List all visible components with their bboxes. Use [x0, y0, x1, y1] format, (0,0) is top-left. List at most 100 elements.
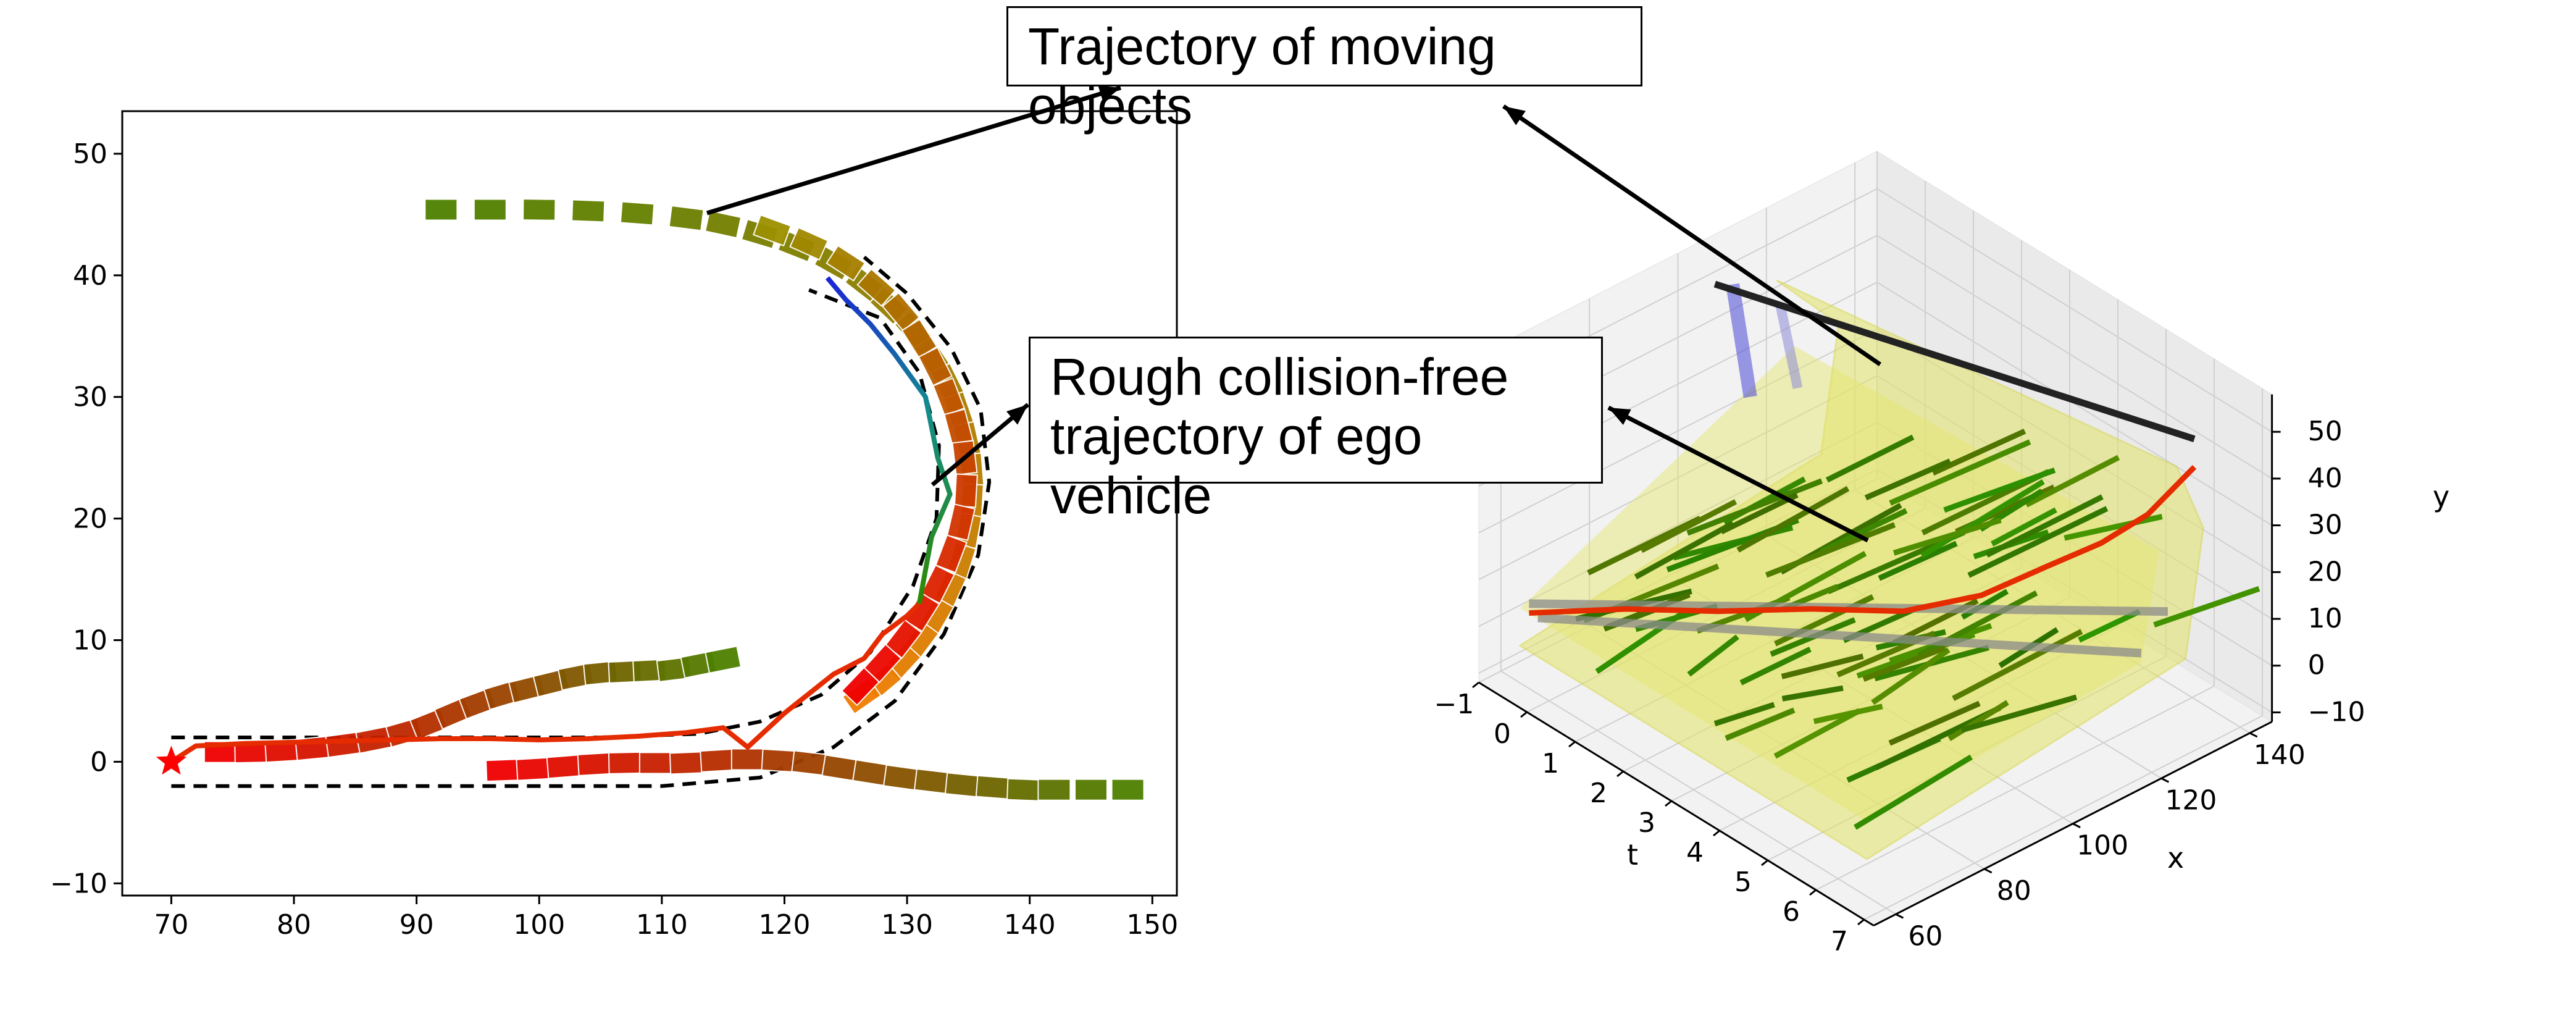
t-tick-label: 1 [1542, 748, 1559, 779]
arrow-from-3d-ego [1607, 405, 1869, 543]
x-tick-label: 120 [758, 909, 810, 941]
x-tick [1984, 868, 1993, 874]
grid-line [1478, 328, 1878, 534]
x-tick-label: 60 [1908, 920, 1942, 952]
arrow-from-3d-ego-head [1608, 408, 1631, 425]
t-tick [1857, 918, 1865, 926]
object-trajectory-3d [1825, 434, 1915, 483]
object-trajectory-3d [1864, 458, 1952, 501]
object-box-marker [918, 346, 953, 387]
ego-trajectory-line [170, 602, 921, 764]
object-trajectory-3d [1985, 494, 2104, 558]
object-box-marker [789, 227, 829, 261]
object-box-marker [516, 757, 551, 781]
callout-arrows [706, 85, 1881, 543]
arrow-from-3d-objects [1502, 104, 1881, 366]
object-trajectory-3d [2064, 514, 2163, 541]
grid-line [1500, 670, 1896, 915]
object-trajectory-3d [1889, 439, 2031, 506]
object-trajectory-3d [1943, 467, 2056, 513]
x-tick [1895, 913, 1904, 919]
grid-line [1478, 375, 1878, 581]
object-trajectory-3d [1634, 521, 1735, 580]
x-tick [2072, 823, 2081, 828]
object-trajectory-3d [1713, 702, 1775, 726]
object-box-marker [1111, 778, 1145, 801]
object-trajectory-3d [1960, 694, 2078, 733]
t-tick [1520, 711, 1528, 718]
object-box-marker [946, 503, 976, 541]
y-tick-label: 10 [73, 625, 107, 657]
x-tick [2249, 732, 2258, 738]
object-box-marker [935, 534, 968, 574]
object-trajectory-3d [1736, 486, 1850, 553]
object-trajectory-3d [1687, 634, 1739, 677]
x-axis [1873, 721, 2273, 926]
object-trajectory-3d [1931, 429, 2026, 476]
x-tick-label: 80 [1997, 875, 2031, 907]
callout-ego-line-2: trajectory of ego [1050, 407, 1423, 465]
object-box-marker [852, 759, 889, 787]
t-tick-label: 7 [1831, 926, 1848, 957]
ego-trajectory-3d [1529, 464, 2197, 616]
object-trajectory-3d [1720, 492, 1799, 535]
x-tick-label: 140 [2254, 739, 2306, 771]
object-box-marker [840, 666, 880, 707]
object-trajectory-gray [1537, 613, 2142, 658]
object-trajectory-3d [1765, 522, 1896, 578]
object-trajectory-3d [1892, 517, 2002, 556]
object-box-marker [1074, 778, 1108, 801]
object-box-marker [944, 772, 981, 798]
trajectory-2d-chart: 70 80 90 100 110 120 130 140 150 −10 0 10 20 30 40 50 [50, 110, 1178, 941]
y-tick-label: 50 [2308, 416, 2343, 447]
arrow-from-3d-objects-head [1503, 106, 1526, 125]
callout-ego-line-3: vehicle [1050, 466, 1212, 524]
object-box-marker [619, 201, 655, 226]
y-tick-label: 30 [2308, 510, 2343, 541]
plot-area [170, 198, 1145, 802]
object-box-marker [730, 748, 764, 771]
y-axis-label: y [2433, 480, 2449, 513]
object-box-marker [700, 748, 735, 773]
y-tick-label: 40 [2308, 463, 2343, 494]
object-box-marker [705, 645, 742, 674]
object-box-marker [1037, 778, 1071, 801]
x-tick-label: 100 [513, 909, 565, 941]
t-tick-label: 4 [1686, 837, 1704, 868]
t-tick-label: 3 [1638, 807, 1655, 839]
grid-line [1876, 235, 2273, 479]
object-trajectory-blue [1775, 302, 1803, 389]
t-tick [1761, 859, 1768, 867]
callout-ego-line-1: Rough collision-free [1050, 348, 1509, 406]
object-box-marker [1006, 778, 1041, 802]
object-trajectory-3d [2153, 586, 2260, 628]
object-box-marker [546, 754, 582, 779]
t-tick-label: 6 [1783, 896, 1800, 928]
object-box-marker [704, 209, 742, 239]
lane-boundary-line [171, 288, 941, 739]
t-tick [1472, 681, 1479, 689]
ego-trajectory-line-upper [825, 276, 953, 605]
object-trajectory-3d [1781, 653, 1864, 679]
x-tick-label: 120 [2165, 784, 2217, 816]
t-axis-label: t [1627, 838, 1638, 871]
object-trajectory-3d [1781, 685, 1844, 702]
object-box-marker [424, 198, 458, 221]
grid-line [1478, 422, 1878, 627]
callout-ego-trajectory: Rough collision-free trajectory of ego v… [1029, 337, 1603, 524]
start-star-marker [156, 745, 187, 775]
y-tick-label: 50 [73, 138, 107, 170]
object-trajectory-3d [1991, 507, 2057, 547]
t-tick [1713, 829, 1720, 837]
plot-frame [121, 110, 1178, 897]
object-box-marker [913, 768, 950, 794]
callout-moving-objects-text: Trajectory of moving objects [1028, 17, 1496, 135]
object-trajectory-3d [1820, 508, 1908, 554]
x-tick [2160, 777, 2170, 783]
object-trajectory-3d [1686, 478, 1823, 536]
t-tick-label: −1 [1434, 689, 1474, 720]
t-tick-label: 5 [1734, 867, 1752, 898]
y-tick-label: 30 [73, 382, 107, 413]
